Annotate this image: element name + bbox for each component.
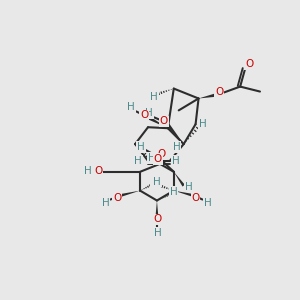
Text: O: O: [160, 116, 168, 126]
Text: O: O: [191, 193, 200, 202]
Polygon shape: [174, 190, 194, 197]
Text: H: H: [150, 92, 158, 101]
Text: H: H: [84, 166, 92, 176]
Text: O: O: [158, 149, 166, 159]
Polygon shape: [164, 121, 184, 144]
Polygon shape: [174, 172, 185, 187]
Text: H: H: [137, 142, 145, 152]
Text: H: H: [151, 178, 159, 188]
Text: O: O: [113, 193, 122, 202]
Polygon shape: [199, 93, 219, 98]
Text: O: O: [245, 59, 253, 69]
Polygon shape: [120, 190, 140, 197]
Text: O: O: [140, 110, 148, 120]
Text: H: H: [153, 177, 161, 187]
Text: H: H: [173, 142, 181, 152]
Polygon shape: [155, 200, 158, 218]
Text: H: H: [199, 119, 206, 129]
Polygon shape: [145, 115, 168, 128]
Text: O: O: [154, 214, 162, 224]
Text: H: H: [127, 102, 135, 112]
Text: H: H: [172, 156, 180, 166]
Text: O: O: [154, 154, 162, 164]
Text: H: H: [148, 153, 156, 163]
Text: H: H: [185, 182, 193, 192]
Text: O: O: [94, 166, 103, 176]
Text: H: H: [134, 156, 142, 166]
Text: H: H: [204, 197, 211, 208]
Text: H: H: [101, 199, 109, 208]
Text: H: H: [170, 187, 178, 196]
Text: O: O: [215, 86, 224, 97]
Text: H: H: [154, 228, 162, 238]
Text: H: H: [145, 108, 153, 118]
